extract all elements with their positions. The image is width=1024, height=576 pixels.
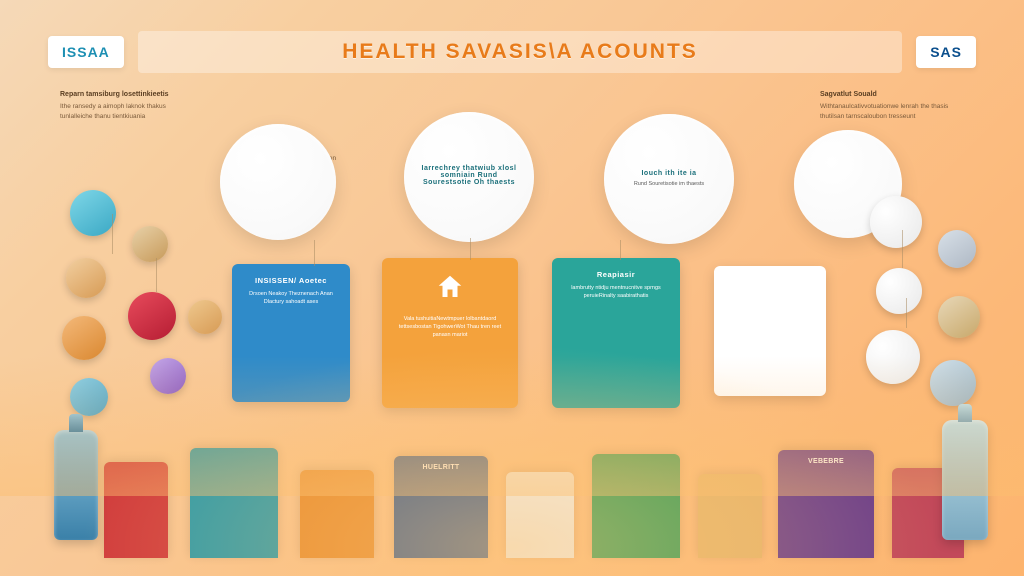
panel-title: Reapiasir: [597, 270, 635, 279]
decorative-dot-8: [870, 196, 922, 248]
info-panel-p4: [714, 266, 826, 396]
connector-line-3: [112, 214, 113, 254]
info-panel-p2: Vala tushuitiaNewtmpuer lolbantdaord tet…: [382, 258, 518, 408]
connector-line-4: [156, 258, 157, 292]
bottle-decor-0: [54, 430, 98, 540]
decorative-dot-9: [876, 268, 922, 314]
connector-line-6: [906, 298, 907, 328]
house-icon: [433, 270, 467, 304]
connector-line-5: [902, 230, 903, 268]
connector-line-2: [620, 240, 621, 260]
decorative-dot-0: [70, 190, 116, 236]
caption-top-left: Reparn tamsiburg losettinkieetis Ithe ra…: [60, 90, 200, 121]
circle-title: Iarrechrey thatwiub xlosl somniain Rund …: [418, 165, 520, 186]
bottom-card-b8: VEBEBRE: [778, 450, 874, 558]
decorative-dot-3: [70, 378, 108, 416]
decorative-dot-7: [188, 300, 222, 334]
circle-card-c2: Iarrechrey thatwiub xlosl somniain Rund …: [404, 112, 534, 242]
decorative-dot-2: [62, 316, 106, 360]
decorative-dot-4: [132, 226, 168, 262]
bottom-card-title: VEBEBRE: [808, 458, 844, 465]
panel-body: lambrutty ntidju mentnucnitve sprngs per…: [562, 285, 670, 301]
caption-top-right: Sagvatlut Souald Withtanaulcativvotuatio…: [820, 90, 970, 121]
circle-card-c1: [220, 124, 336, 240]
circle-title: Iouch ith ite ia: [641, 170, 696, 177]
bottom-card-b4: HUELRITT: [394, 456, 488, 558]
header: ISSAA HEALTH SAVASIS\A ACOUNTS SAS: [48, 28, 976, 76]
connector-line-1: [470, 238, 471, 260]
panel-body: Drsoen Neakoy Theznenach Anan Dlactury s…: [242, 291, 340, 307]
circle-card-c3: Iouch ith ite ia Rund Souretisotie im tha…: [604, 114, 734, 244]
bottom-card-b6: [592, 454, 680, 558]
decorative-dot-10: [866, 330, 920, 384]
bottom-card-b7: [698, 474, 762, 558]
decorative-dot-1: [66, 258, 106, 298]
bottom-card-b2: [190, 448, 278, 558]
panel-title: INSISSEN/ Aoetec: [255, 276, 327, 285]
bottom-card-b5: [506, 472, 574, 558]
decorative-dot-6: [150, 358, 186, 394]
bottom-card-title: HUELRITT: [422, 464, 459, 471]
bottom-card-b1: [104, 462, 168, 558]
brand-badge-left: ISSAA: [48, 36, 124, 68]
decorative-dot-12: [938, 296, 980, 338]
circle-body: Rund Souretisotie im thaests: [634, 181, 704, 189]
info-panel-p1: INSISSEN/ Aoetec Drsoen Neakoy Theznenach…: [232, 264, 350, 402]
decorative-dot-5: [128, 292, 176, 340]
decorative-dot-13: [930, 360, 976, 406]
page-title: HEALTH SAVASIS\A ACOUNTS: [138, 31, 902, 73]
connector-line-0: [314, 240, 315, 266]
brand-badge-right: SAS: [916, 36, 976, 68]
bottom-card-b3: [300, 470, 374, 558]
info-panel-p3: Reapiasir lambrutty ntidju mentnucnitve s…: [552, 258, 680, 408]
panel-body: Vala tushuitiaNewtmpuer lolbantdaord tet…: [392, 316, 508, 340]
decorative-dot-11: [938, 230, 976, 268]
bottle-decor-1: [942, 420, 988, 540]
